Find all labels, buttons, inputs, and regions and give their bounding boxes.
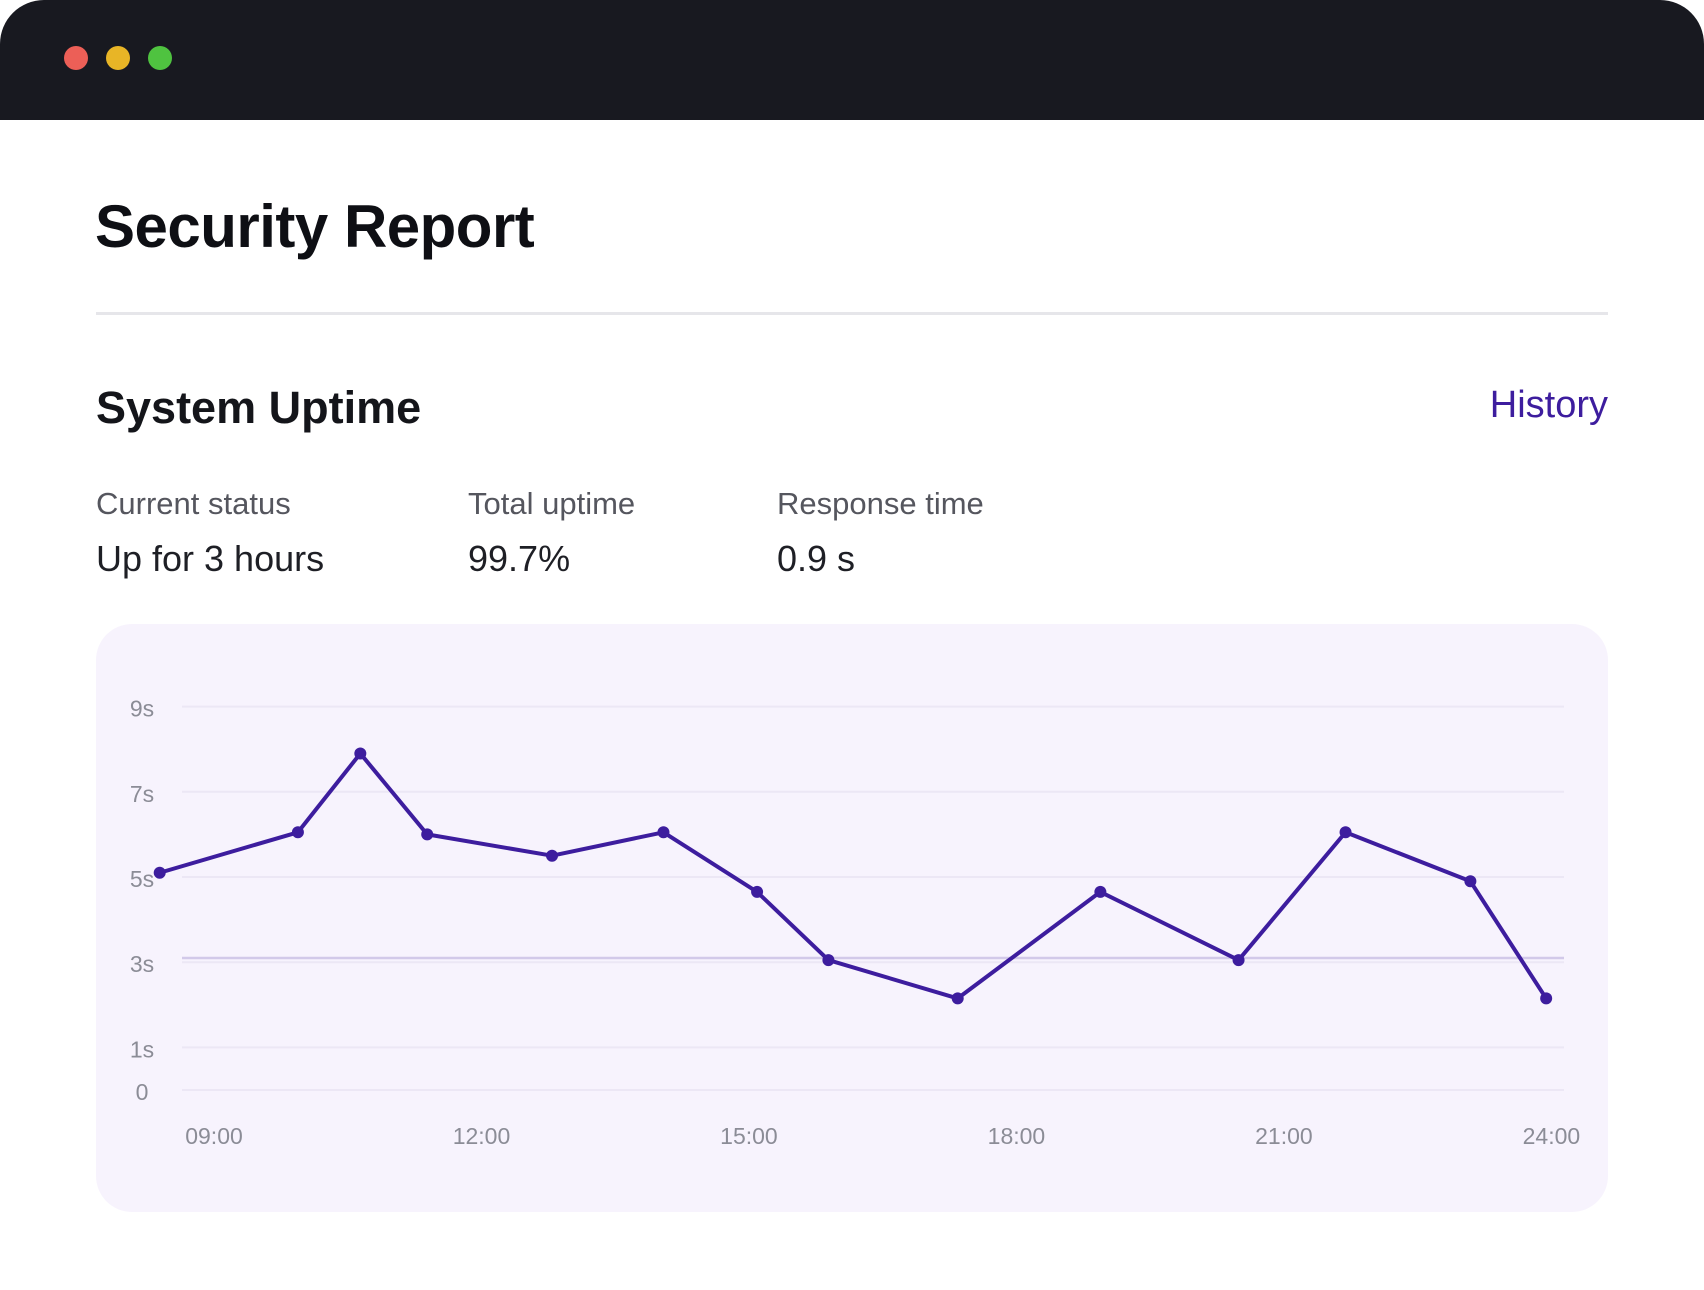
data-point [1339,826,1352,839]
x-tick-label: 09:00 [185,1123,243,1149]
page-title: Security Report [95,193,535,260]
stat-response-time: Response time 0.9 s [777,486,984,580]
uptime-chart-card: 0 1s 3s 5s 7s 9s 09:00 12:00 15:00 18:00 21:00 24:… [96,624,1608,1212]
x-tick-label: 15:00 [720,1123,778,1149]
data-point [153,866,166,879]
title-divider [96,312,1608,315]
x-tick-label: 24:00 [1523,1123,1581,1149]
data-point [1540,992,1553,1005]
stat-label: Response time [777,486,984,521]
response-time-chart: 0 1s 3s 5s 7s 9s 09:00 12:00 15:00 18:00 21:00 24:… [130,696,1580,1149]
y-tick-label: 7s [130,781,154,807]
data-point [951,992,964,1005]
data-point [1232,954,1245,967]
stat-total-uptime: Total uptime 99.7% [468,486,635,580]
data-point [546,849,559,862]
y-tick-label: 5s [130,866,154,892]
stat-label: Current status [96,486,291,521]
section-title: System Uptime [96,382,422,433]
x-tick-label: 18:00 [988,1123,1046,1149]
y-tick-label: 0 [136,1079,149,1105]
data-point [1464,875,1477,888]
close-window-icon[interactable] [64,46,88,70]
maximize-window-icon[interactable] [148,46,172,70]
stat-value: Up for 3 hours [96,538,325,579]
data-point [291,826,304,839]
stat-value: 0.9 s [777,538,856,579]
x-tick-label: 21:00 [1255,1123,1313,1149]
stat-current-status: Current status Up for 3 hours [96,486,324,580]
chart-series [153,747,1553,1005]
y-axis-ticks: 0 1s 3s 5s 7s 9s [130,696,154,1105]
data-point [1094,885,1107,898]
data-point [657,826,670,839]
y-tick-label: 3s [130,951,154,977]
data-point [354,747,367,760]
stat-label: Total uptime [468,486,636,521]
y-tick-label: 1s [130,1036,154,1062]
data-point [822,954,835,967]
chart-grid [182,705,1564,1091]
series-line [157,751,1549,1001]
minimize-window-icon[interactable] [106,46,130,70]
data-point [421,828,434,841]
x-axis-ticks: 09:00 12:00 15:00 18:00 21:00 24:00 [185,1123,1580,1149]
data-point [751,885,764,898]
y-tick-label: 9s [130,696,154,722]
x-tick-label: 12:00 [453,1123,511,1149]
window-titlebar [0,0,1704,120]
history-link[interactable]: History [1489,384,1608,426]
stat-value: 99.7% [468,538,571,579]
